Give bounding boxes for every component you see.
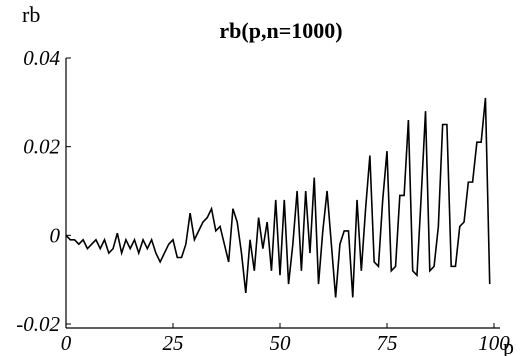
series-layer bbox=[65, 97, 491, 298]
chart-title: rb(p,n=1000) bbox=[219, 18, 342, 43]
y-tick-label: 0 bbox=[50, 223, 61, 247]
x-tick-label: 50 bbox=[270, 331, 292, 355]
x-tick-label: 25 bbox=[163, 331, 184, 355]
x-tick-label: 100 bbox=[478, 331, 510, 355]
y-tick-label: -0.02 bbox=[16, 312, 60, 336]
x-axis-label: p bbox=[503, 334, 514, 356]
y-axis-label: rb bbox=[22, 2, 40, 27]
series-line bbox=[65, 97, 491, 298]
y-tick-label: 0.02 bbox=[23, 135, 60, 159]
x-tick-label: 75 bbox=[377, 331, 398, 355]
y-tick-label: 0.04 bbox=[23, 46, 60, 70]
x-tick-label: 0 bbox=[61, 331, 72, 355]
